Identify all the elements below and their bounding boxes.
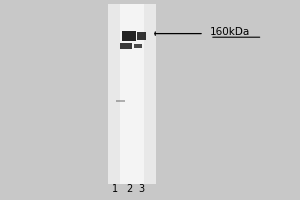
Bar xyxy=(134,44,142,48)
Bar xyxy=(120,43,132,49)
Text: 3: 3 xyxy=(139,184,145,194)
Bar xyxy=(116,100,124,102)
Text: 160kDa: 160kDa xyxy=(210,27,250,37)
Bar xyxy=(136,32,146,40)
Bar xyxy=(122,31,136,41)
Text: 1: 1 xyxy=(112,184,118,194)
Bar xyxy=(108,4,156,184)
Text: 2: 2 xyxy=(126,184,132,194)
Bar xyxy=(120,4,144,184)
